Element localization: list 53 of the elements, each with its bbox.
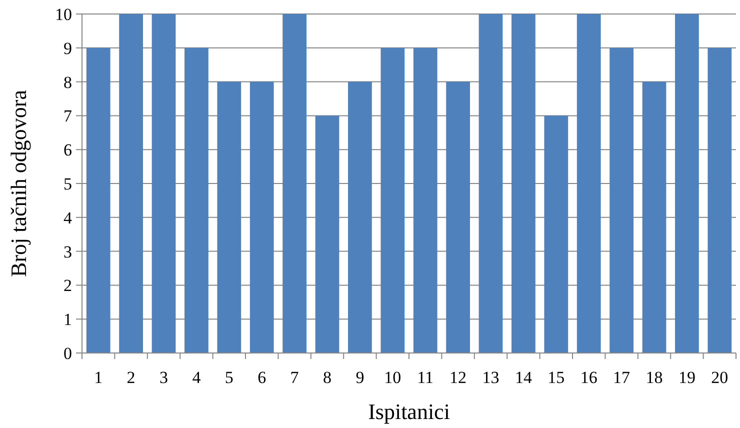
y-tick-label: 6 — [64, 140, 72, 160]
x-tick-label: 5 — [224, 368, 234, 387]
bar — [708, 48, 732, 353]
x-tick-label: 15 — [548, 368, 565, 387]
bar — [152, 14, 176, 353]
x-tick-label: 6 — [258, 368, 266, 387]
x-tick-label: 12 — [450, 368, 467, 387]
x-tick-label: 2 — [126, 368, 136, 387]
x-tick-label: 4 — [192, 368, 202, 387]
bar — [380, 48, 405, 353]
x-tick-label: 13 — [482, 368, 500, 387]
x-tick-label: 19 — [678, 368, 696, 387]
bar — [478, 14, 503, 353]
y-axis-title: Broj tačnih odgovora — [6, 90, 31, 277]
x-tick-label: 20 — [711, 368, 728, 387]
bar — [576, 14, 601, 353]
bar — [119, 14, 143, 353]
bar — [282, 14, 306, 353]
x-tick-label: 1 — [94, 368, 103, 387]
y-tick-label: 8 — [64, 72, 72, 92]
bar — [413, 48, 438, 353]
y-tick-label: 9 — [64, 38, 72, 58]
y-tick-label: 7 — [64, 106, 72, 126]
x-tick-label: 10 — [384, 368, 402, 387]
x-tick-label: 7 — [290, 368, 300, 387]
y-tick-label: 10 — [55, 4, 72, 24]
y-tick-label: 5 — [64, 174, 72, 194]
bar — [512, 14, 536, 353]
bar — [348, 82, 372, 353]
x-tick-label: 18 — [646, 368, 663, 387]
bar — [315, 116, 340, 353]
bar — [610, 48, 634, 353]
bar — [217, 82, 242, 353]
y-tick-label: 1 — [64, 310, 72, 330]
y-tick-label: 2 — [64, 276, 72, 296]
bar — [675, 14, 699, 353]
bar — [250, 82, 274, 353]
bar — [184, 48, 208, 353]
x-tick-label: 14 — [514, 368, 532, 387]
bar — [86, 48, 110, 353]
bar — [642, 82, 666, 353]
x-tick-label: 8 — [323, 368, 332, 387]
bar — [446, 82, 470, 353]
x-tick-label: 9 — [356, 368, 364, 387]
x-tick-label: 17 — [613, 368, 631, 387]
x-axis-title: Ispitanici — [368, 399, 450, 424]
bar — [544, 116, 568, 353]
y-tick-label: 3 — [64, 242, 72, 262]
x-tick-label: 11 — [417, 368, 434, 387]
x-tick-label: 16 — [580, 368, 598, 387]
y-tick-label: 0 — [64, 344, 72, 363]
y-tick-label: 4 — [64, 208, 72, 228]
x-tick-label: 3 — [160, 368, 168, 387]
